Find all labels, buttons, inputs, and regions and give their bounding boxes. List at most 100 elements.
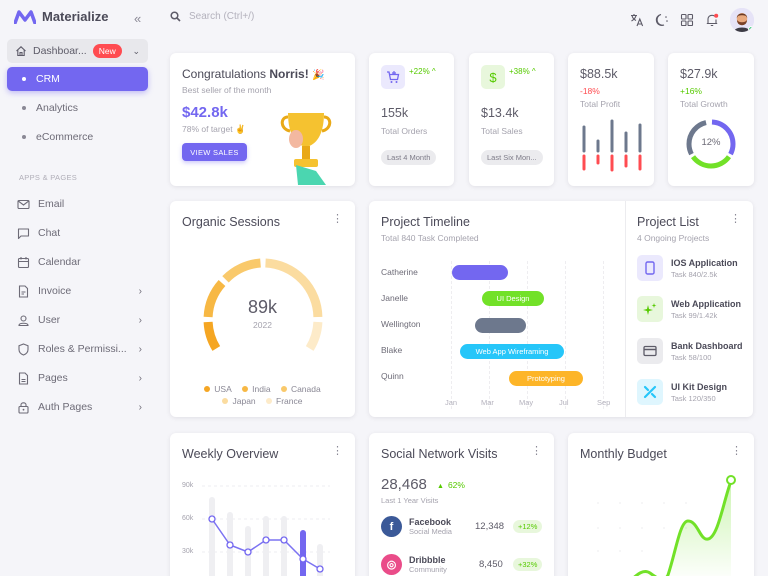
cart-icon [387,71,400,83]
total-profit-card: $88.5k -18% Total Profit [568,53,654,186]
legend-item: France [266,396,303,406]
grid-line [451,261,452,409]
congrats-title: Congratulations Norris! 🎉 [182,67,325,81]
monthly-budget-card: Monthly Budget ⋮ [568,433,754,576]
sales-change: +38% ^ [509,67,536,76]
legend-dot-icon [204,386,211,392]
legend-item: Canada [280,384,321,394]
sales-period-chip: Last Six Mon... [481,150,543,165]
card-title: Weekly Overview [182,447,279,461]
project-item[interactable]: IOS Application Task 840/2.5k [637,255,738,281]
sidebar-item-analytics[interactable]: Analytics [7,96,148,120]
legend-dot-icon [222,398,229,404]
sidebar-item-email[interactable]: Email [17,194,142,214]
social-total: 28,468 [381,476,427,493]
chevron-right-icon: › [138,285,142,297]
calendar-icon [17,256,30,268]
sidebar-item-pages[interactable]: Pages › [17,368,142,388]
section-label: APPS & PAGES [19,173,78,182]
collapse-sidebar-icon[interactable]: « [134,11,142,26]
more-options-icon[interactable]: ⋮ [730,213,741,225]
chevron-up-icon: ^ [431,67,436,76]
timeline-bar[interactable]: Prototyping [509,371,583,386]
timeline-bar[interactable]: UI Design [482,291,544,306]
view-sales-button[interactable]: VIEW SALES [182,143,247,161]
legend-dot-icon [242,386,249,392]
search-icon [170,11,181,22]
social-row-dribbble[interactable]: ◎ Dribbble Community 8,450 +32% [381,554,543,575]
y-tick: 60k [182,515,194,522]
grid-icon[interactable] [680,13,694,27]
sidebar-item-invoice[interactable]: Invoice › [17,281,142,301]
weekly-overview-card: Weekly Overview ⋮ 90k 60k 30k [170,433,355,576]
legend-item: Japan [222,396,256,406]
project-item[interactable]: Web Application Task 99/1.42k [637,296,741,322]
sparkle-icon [637,296,663,322]
social-subtitle: Last 1 Year Visits [381,496,439,505]
sidebar-item-auth-pages[interactable]: Auth Pages › [17,397,142,417]
project-item[interactable]: UI Kit Design Task 120/350 [637,379,727,405]
bullet-icon [22,77,26,81]
dribbble-icon: ◎ [381,554,402,575]
more-options-icon[interactable]: ⋮ [332,213,343,225]
project-timeline-card: Project Timeline Total 840 Task Complete… [369,201,753,417]
month-label: Mar [481,398,494,407]
growth-value: $27.9k [680,67,718,81]
sidebar-item-dashboards[interactable]: Dashboar... New ⌄ [7,39,148,63]
sidebar-item-calendar[interactable]: Calendar [17,252,142,272]
grid-line [565,261,566,409]
growth-change: +16% [680,86,702,96]
weekly-overview-chart [202,485,330,576]
sidebar-item-user[interactable]: User › [17,310,142,330]
organic-legend: USA India Canada [170,384,355,394]
profit-value: $88.5k [580,67,618,81]
sidebar-item-label: Calendar [38,256,81,268]
timeline-bar[interactable] [452,265,508,280]
timeline-row-label: Janelle [381,293,408,303]
more-options-icon[interactable]: ⋮ [531,445,542,457]
sidebar-item-label: Invoice [38,285,72,297]
brand[interactable]: Materialize [14,9,108,24]
mobile-icon [637,255,663,281]
sidebar-item-ecommerce[interactable]: eCommerce [7,125,148,149]
social-value: 12,348 [475,521,505,532]
shield-icon [18,342,29,356]
sidebar-item-label: Pages [38,372,68,384]
chevron-up-icon: ^ [531,67,536,76]
social-change-chip: +12% [513,520,543,533]
card-title: Organic Sessions [182,215,280,229]
organic-total: 89k [247,297,278,317]
theme-moon-icon[interactable] [655,13,669,27]
total-growth-card: $27.9k +16% Total Growth 12% [668,53,754,186]
bell-icon[interactable] [705,13,719,27]
y-tick: 90k [182,482,194,489]
sales-value: $13.4k [481,106,519,120]
sidebar-item-roles[interactable]: Roles & Permissi... › [17,339,142,359]
sidebar-item-chat[interactable]: Chat [17,223,142,243]
card-title: Project List [637,215,699,229]
chat-icon [17,227,30,239]
brand-name: Materialize [42,9,109,24]
legend-dot-icon [266,398,273,404]
profit-bar-chart [582,119,642,172]
page-icon [18,371,29,385]
more-options-icon[interactable]: ⋮ [332,445,343,457]
orders-value: 155k [381,106,409,120]
sidebar-item-label: Auth Pages [38,401,93,413]
online-status-dot [748,26,754,32]
social-row-facebook[interactable]: f Facebook Social Media 12,348 +12% [381,516,543,537]
timeline-bar[interactable]: Web App Wireframing [460,344,564,359]
search-input[interactable]: Search (Ctrl+/) [170,11,254,22]
trophy-illustration-icon [280,113,332,185]
translate-icon[interactable] [630,13,644,27]
grid-line [603,261,604,409]
project-item[interactable]: Bank Dashboard Task 58/100 [637,338,743,364]
more-options-icon[interactable]: ⋮ [731,445,742,457]
facebook-icon: f [381,516,402,537]
sales-label: Total Sales [481,126,523,136]
mail-icon [17,199,30,209]
timeline-bar[interactable] [475,318,526,333]
sidebar-item-crm[interactable]: CRM [7,67,148,91]
month-label: May [519,398,534,407]
avatar[interactable] [730,8,754,32]
